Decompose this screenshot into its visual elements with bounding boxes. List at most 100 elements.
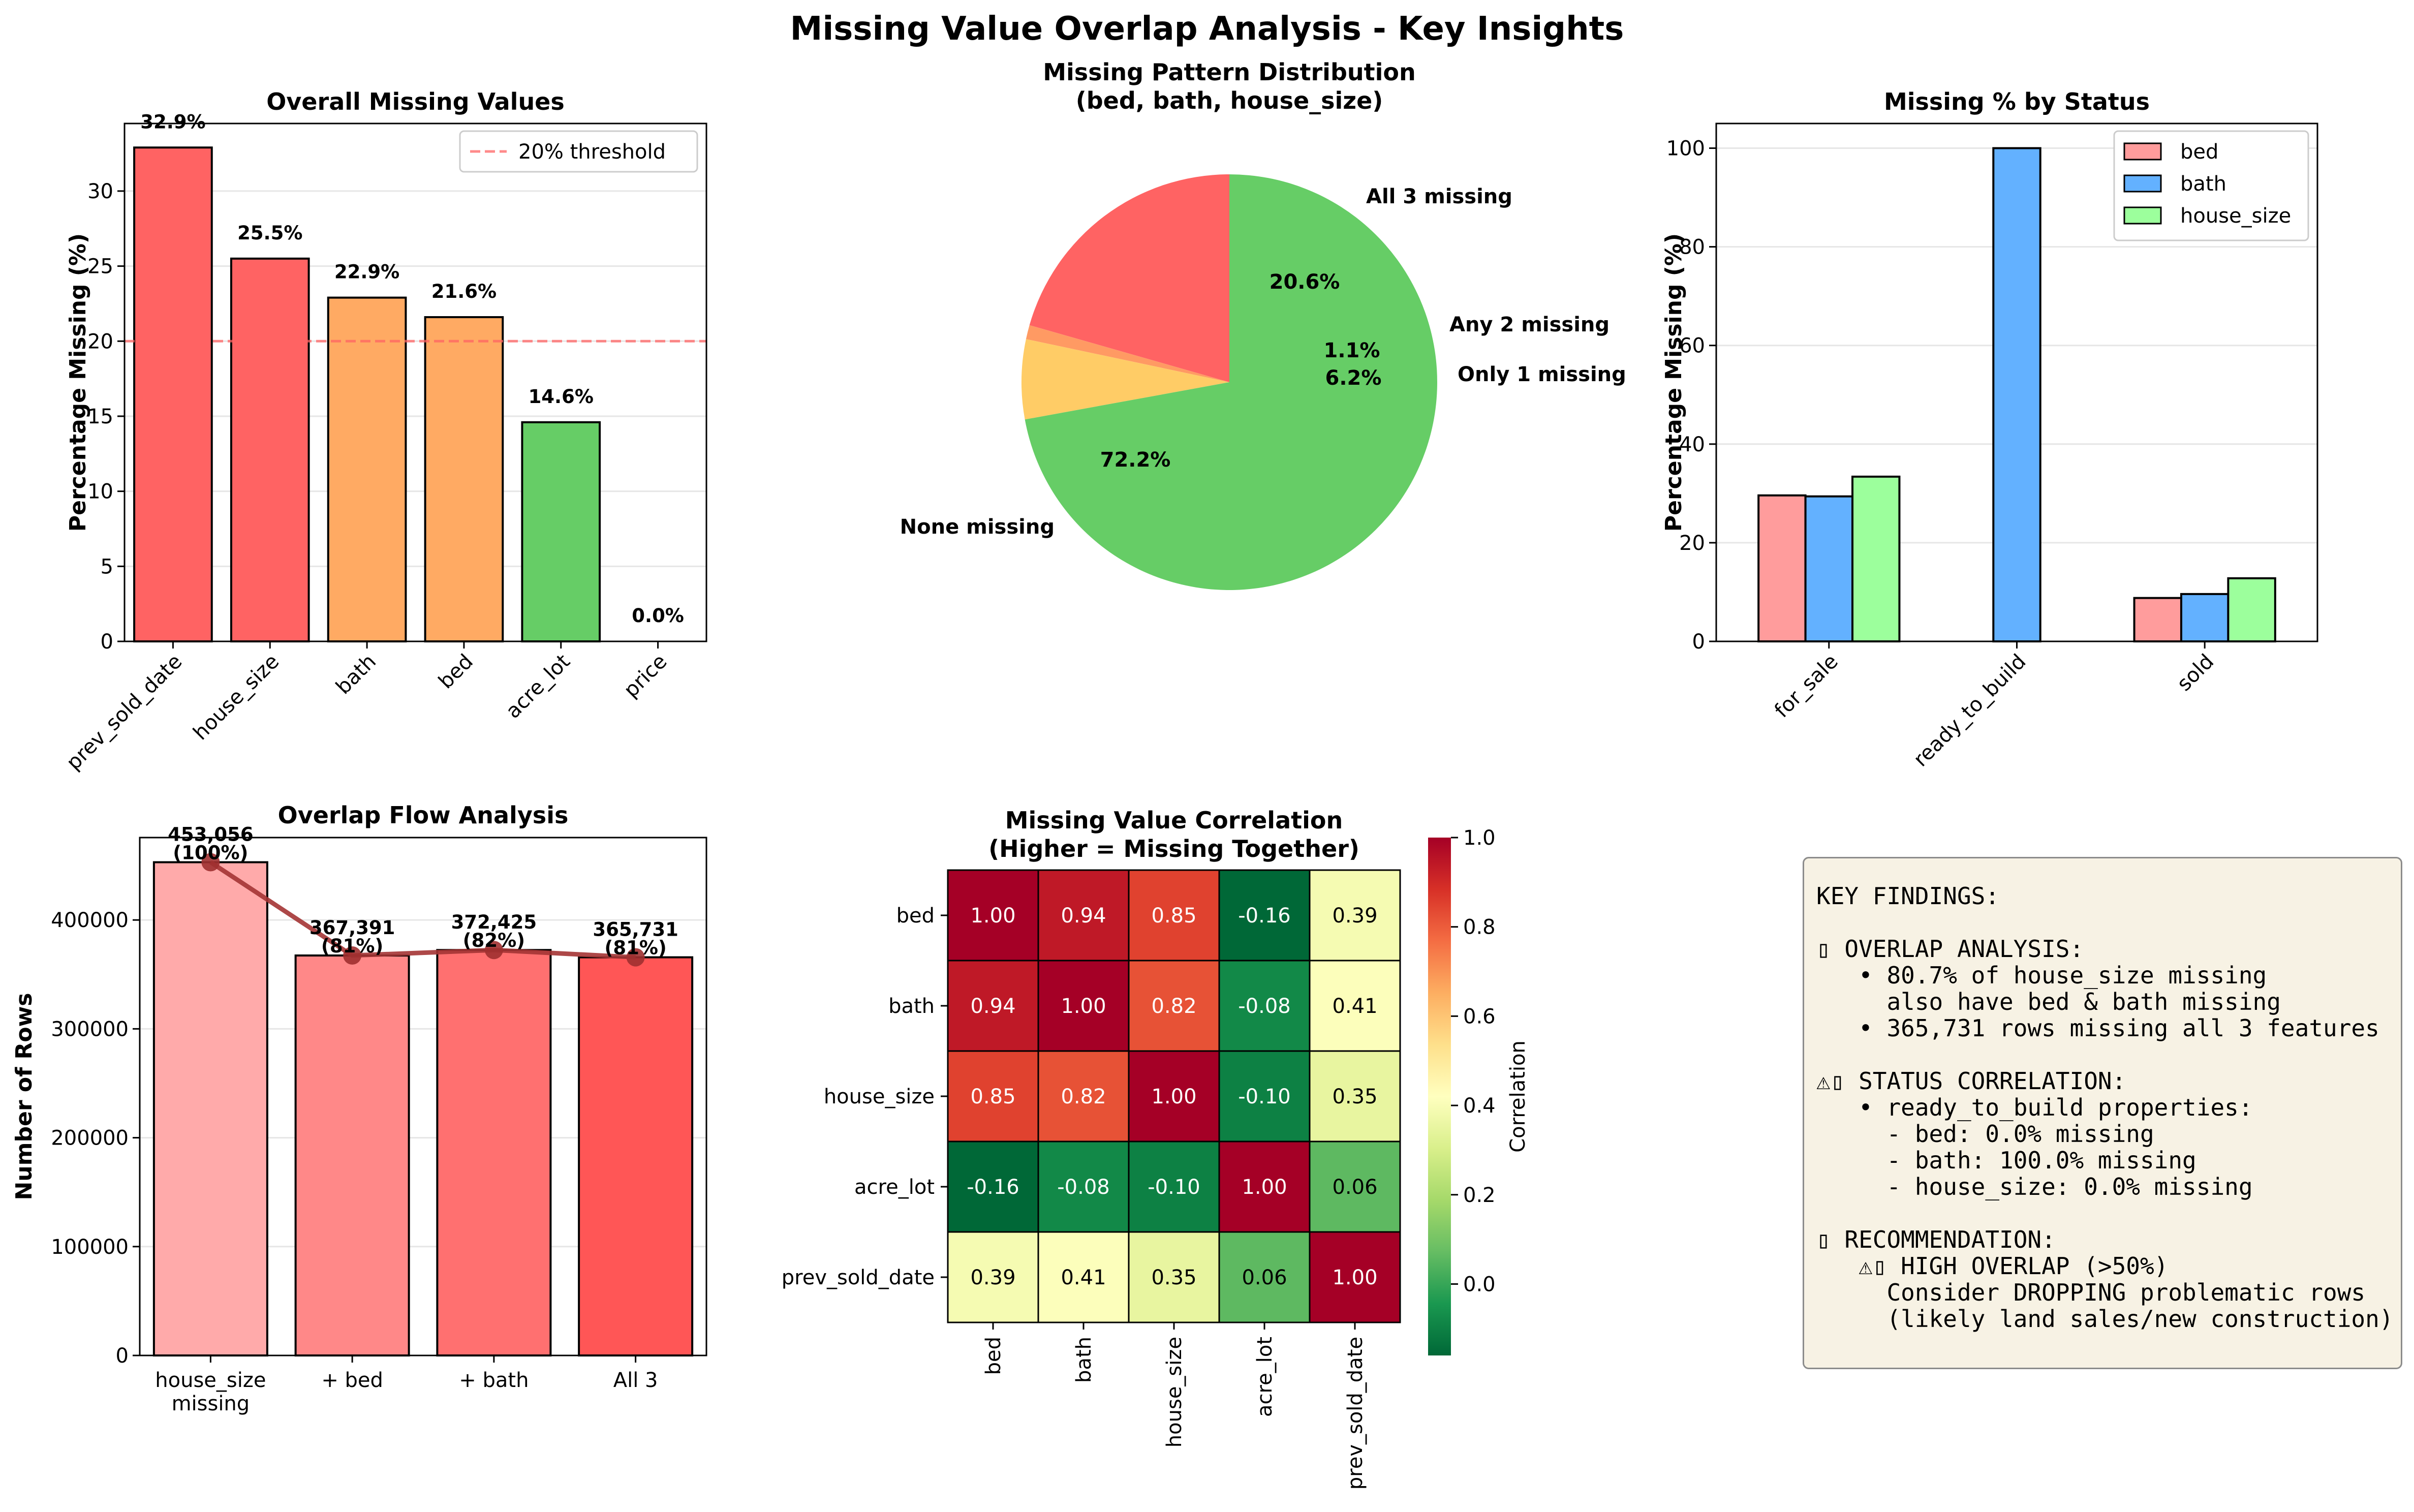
x-tick-label: price — [620, 650, 672, 702]
y-tick-label: 0 — [101, 630, 113, 654]
pattern-pie-panel: All 3 missing Any 2 missing Only 1 missing… — [900, 58, 1626, 591]
data-label: 367,391 (81%) — [310, 917, 395, 957]
bar-acre_lot — [521, 421, 601, 642]
findings-line: ⚠▯ STATUS CORRELATION: — [1816, 1067, 2126, 1095]
findings-line: also have bed & bath missing — [1816, 988, 2281, 1015]
findings-line: (likely land sales/new construction) — [1816, 1305, 2394, 1333]
chart-title: Missing Value Correlation (Higher = Missi… — [988, 807, 1359, 862]
data-label: 32.9% — [140, 111, 205, 133]
bar-flow — [578, 956, 694, 1356]
findings-line: - house_size: 0.0% missing — [1816, 1173, 2253, 1200]
cell-value: 1.00 — [1151, 1085, 1196, 1108]
pie-pct-label: 1.1% — [1324, 339, 1380, 362]
y-tick-label: 60 — [1679, 334, 1705, 358]
colorbar — [1428, 838, 1451, 1355]
x-tick-label: acre_lot — [502, 650, 575, 723]
data-label: 453,056 (100%) — [168, 824, 254, 864]
cell-value: 0.82 — [1061, 1085, 1106, 1108]
flow-point — [484, 941, 503, 960]
heatmap-cell — [1309, 960, 1401, 1052]
y-tick-label: 40 — [1679, 433, 1705, 456]
heatmap-cell — [947, 1140, 1039, 1233]
heatmap-cell — [1037, 960, 1130, 1052]
x-tick-label: bath — [331, 650, 381, 699]
legend-label-bed: bed — [2180, 140, 2218, 164]
heatmap-cell — [1309, 869, 1401, 962]
cell-value: -0.08 — [1057, 1176, 1110, 1199]
heatmap-cell — [1128, 960, 1220, 1052]
flow-point — [343, 946, 362, 965]
y-tick-label: 200000 — [51, 1127, 129, 1150]
flow-point — [201, 853, 220, 872]
data-label: 0.0% — [632, 605, 684, 627]
heatmap-cell — [947, 869, 1039, 962]
legend-swatch-bed — [2123, 142, 2162, 161]
x-tick-label: + bed — [321, 1369, 383, 1392]
axes-frame — [123, 122, 707, 642]
cell-value: 1.00 — [970, 904, 1015, 928]
cell-value: -0.16 — [1238, 904, 1291, 928]
findings-line — [1816, 1041, 2401, 1068]
data-label: 365,731 (81%) — [593, 919, 678, 959]
pie-slice — [1029, 174, 1229, 382]
heatmap-cell — [947, 1050, 1039, 1143]
pie-pct-label: 72.2% — [1100, 448, 1171, 472]
cell-value: 0.39 — [1332, 904, 1377, 928]
y-axis-label: Percentage Missing (%) — [1661, 233, 1687, 532]
legend-swatch-house_size — [2123, 206, 2162, 225]
heatmap-cell — [1218, 960, 1311, 1052]
col-label: house_size — [1163, 1337, 1186, 1447]
pie-slice — [1026, 325, 1229, 382]
cell-value: 0.41 — [1061, 1266, 1106, 1289]
legend-box — [2113, 130, 2309, 241]
bar-flow — [294, 954, 410, 1356]
pie-label: Only 1 missing — [1458, 363, 1626, 386]
findings-line: KEY FINDINGS: — [1816, 882, 2000, 910]
bar-bed — [424, 316, 504, 642]
cell-value: -0.16 — [967, 1176, 1019, 1199]
row-label: bed — [896, 904, 935, 928]
overall-missing-panel: 0 5 10 15 20 25 30 32.9% prev_sold_date 25.5% hous… — [62, 88, 707, 775]
y-tick-label: 20 — [87, 330, 113, 353]
y-tick-label: 0 — [1692, 630, 1705, 654]
y-tick-label: 100000 — [51, 1236, 129, 1259]
y-tick-label: 300000 — [51, 1017, 129, 1041]
heatmap-cell — [1218, 1231, 1311, 1323]
heatmap-cell — [1309, 1140, 1401, 1233]
y-tick-label: 30 — [87, 180, 113, 203]
heatmap-cell — [947, 960, 1039, 1052]
bar-bath-ready_to_build — [1992, 147, 2041, 642]
heatmap-cell — [1309, 1231, 1401, 1323]
col-label: acre_lot — [1253, 1337, 1277, 1417]
x-tick-label: house_size — [189, 650, 284, 745]
findings-line: - bath: 100.0% missing — [1816, 1147, 2196, 1174]
data-label: 14.6% — [529, 386, 594, 408]
y-axis-label: Number of Rows — [11, 993, 37, 1200]
chart-title: Missing % by Status — [1884, 88, 2150, 115]
y-tick-label: 15 — [87, 405, 113, 428]
legend-swatch-bath — [2123, 174, 2162, 193]
data-label: 372,425 (82%) — [451, 911, 537, 951]
legend-threshold-label: 20% threshold — [518, 140, 666, 164]
bar-flow — [152, 861, 268, 1356]
bar-house_size-sold — [2227, 577, 2276, 643]
colorbar-tick-label: 0.6 — [1463, 1005, 1496, 1028]
legend-box — [459, 130, 698, 173]
findings-line: • 80.7% of house_size missing — [1816, 962, 2267, 989]
pie-slice — [1025, 174, 1438, 591]
y-tick-label: 20 — [1679, 532, 1705, 555]
cell-value: 0.82 — [1151, 995, 1196, 1018]
bar-house_size-for_sale — [1851, 475, 1901, 642]
row-label: house_size — [824, 1085, 935, 1108]
pie-label: Any 2 missing — [1449, 313, 1610, 336]
y-tick-label: 400000 — [51, 909, 129, 932]
flow-line — [209, 860, 636, 960]
chart-title: Missing Pattern Distribution (bed, bath, … — [1043, 58, 1415, 114]
pie-label: None missing — [900, 515, 1055, 539]
cell-value: 0.39 — [970, 1266, 1015, 1289]
bar-prev_sold_date — [133, 146, 213, 642]
x-tick-label: bed — [434, 650, 478, 694]
findings-line: ▯ RECOMMENDATION: — [1816, 1226, 2056, 1253]
axes-frame — [1715, 122, 2318, 642]
